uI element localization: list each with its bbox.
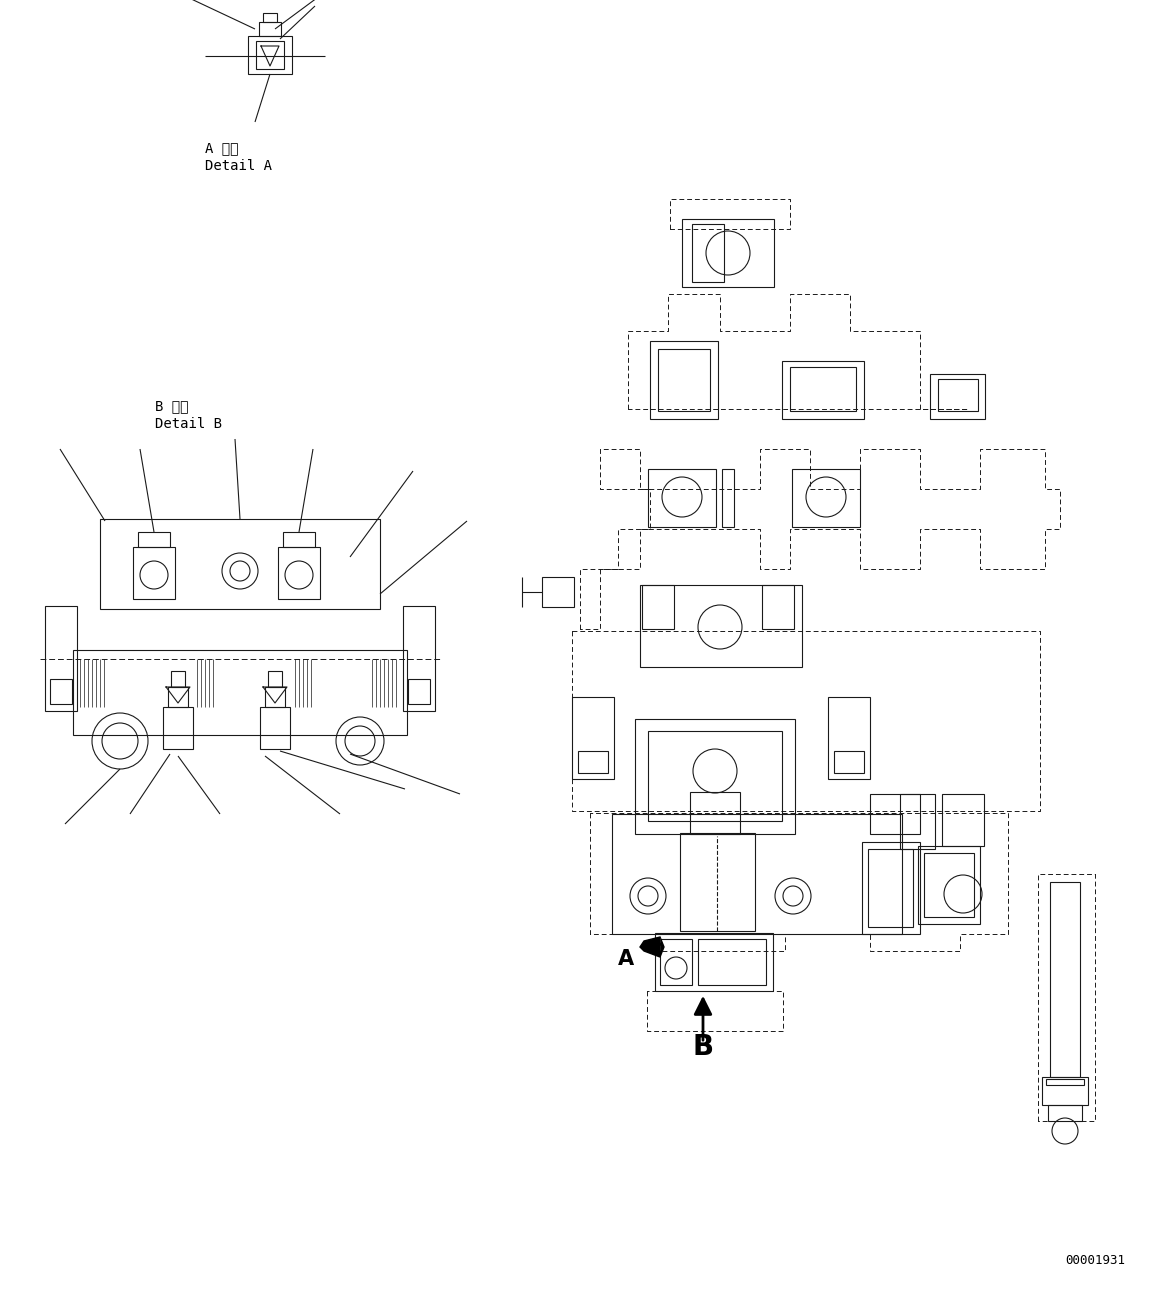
Bar (918, 846, 980, 924)
Text: 00001931: 00001931 (1065, 1254, 1125, 1267)
Bar (50, 679, 72, 704)
Bar (658, 349, 709, 411)
Bar (256, 41, 284, 70)
Bar (45, 606, 77, 712)
Bar (682, 219, 775, 287)
Bar (900, 794, 935, 849)
Bar (862, 842, 920, 935)
Bar (404, 606, 435, 712)
Bar (261, 706, 290, 749)
Bar (163, 706, 193, 749)
Text: B: B (692, 1032, 714, 1061)
Text: A 詳細: A 詳細 (205, 141, 238, 155)
Bar (133, 547, 174, 599)
Bar (635, 719, 795, 834)
Text: Detail B: Detail B (155, 418, 222, 431)
Bar (612, 813, 902, 935)
Bar (930, 374, 985, 419)
Bar (278, 547, 320, 599)
Bar (698, 938, 766, 985)
Bar (100, 519, 380, 608)
Bar (640, 585, 802, 666)
Bar (578, 751, 608, 773)
Bar (659, 938, 692, 985)
Bar (138, 532, 170, 547)
Bar (648, 731, 782, 821)
Bar (265, 687, 285, 706)
Bar (1048, 1105, 1082, 1121)
Bar (782, 361, 864, 419)
Bar (923, 853, 973, 916)
Bar (167, 687, 188, 706)
Bar (680, 833, 755, 931)
Bar (73, 650, 407, 735)
Bar (267, 672, 281, 687)
Bar (171, 672, 185, 687)
Bar (870, 794, 920, 834)
Bar (762, 585, 794, 629)
Bar (648, 469, 716, 527)
Bar (650, 342, 718, 419)
Bar (283, 532, 315, 547)
Bar (792, 469, 859, 527)
Bar (1042, 1078, 1089, 1105)
Text: A: A (618, 949, 634, 969)
Bar (542, 577, 575, 607)
Polygon shape (640, 937, 664, 956)
Bar (828, 697, 870, 779)
Bar (942, 794, 984, 846)
Text: B 詳細: B 詳細 (155, 400, 188, 412)
Bar (692, 224, 725, 282)
Bar (572, 697, 614, 779)
Bar (722, 469, 734, 527)
Bar (248, 36, 292, 73)
Bar (868, 849, 913, 927)
Text: Detail A: Detail A (205, 159, 272, 173)
Bar (1050, 882, 1080, 1078)
Bar (259, 22, 281, 36)
Bar (939, 379, 978, 411)
Bar (263, 13, 277, 22)
Bar (1046, 1079, 1084, 1085)
Bar (655, 933, 773, 991)
Bar (642, 585, 675, 629)
Bar (690, 791, 740, 834)
Bar (790, 367, 856, 411)
Bar (408, 679, 430, 704)
Bar (834, 751, 864, 773)
